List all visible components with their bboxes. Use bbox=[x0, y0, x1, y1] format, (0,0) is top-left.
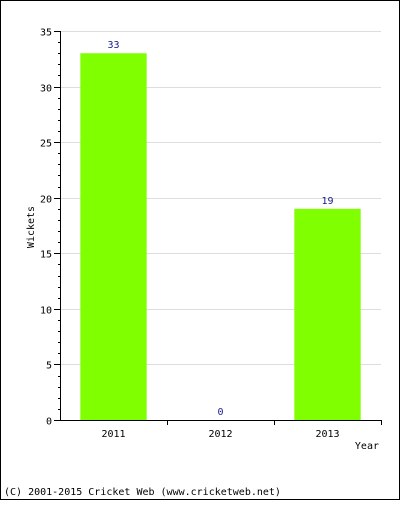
y-tick-label: 35 bbox=[40, 28, 52, 39]
labels: 33 0 19 0 5 10 15 20 25 30 35 2011 2012 2013 bbox=[40, 28, 340, 441]
x-tick-label-2011: 2011 bbox=[101, 429, 125, 440]
data-label-2013: 19 bbox=[321, 196, 333, 207]
axes bbox=[54, 31, 382, 425]
bar-2013 bbox=[294, 208, 361, 420]
y-axis-label: Wickets bbox=[26, 206, 37, 248]
data-label-2012: 0 bbox=[217, 407, 223, 418]
y-tick-label: 0 bbox=[46, 417, 52, 428]
x-tick-label-2012: 2012 bbox=[208, 429, 232, 440]
y-tick-label: 20 bbox=[40, 195, 52, 206]
y-tick-label: 15 bbox=[40, 250, 52, 261]
y-tick-label: 25 bbox=[40, 139, 52, 150]
bar-2011 bbox=[80, 53, 147, 420]
footer-credit: (C) 2001-2015 Cricket Web (www.cricketwe… bbox=[4, 487, 281, 498]
x-tick-label-2013: 2013 bbox=[315, 429, 339, 440]
y-tick-label: 10 bbox=[40, 306, 52, 317]
data-label-2011: 33 bbox=[107, 40, 119, 51]
y-tick-label: 30 bbox=[40, 84, 52, 95]
x-axis-label: Year bbox=[355, 441, 379, 452]
y-tick-label: 5 bbox=[46, 361, 52, 372]
bars bbox=[80, 53, 361, 420]
